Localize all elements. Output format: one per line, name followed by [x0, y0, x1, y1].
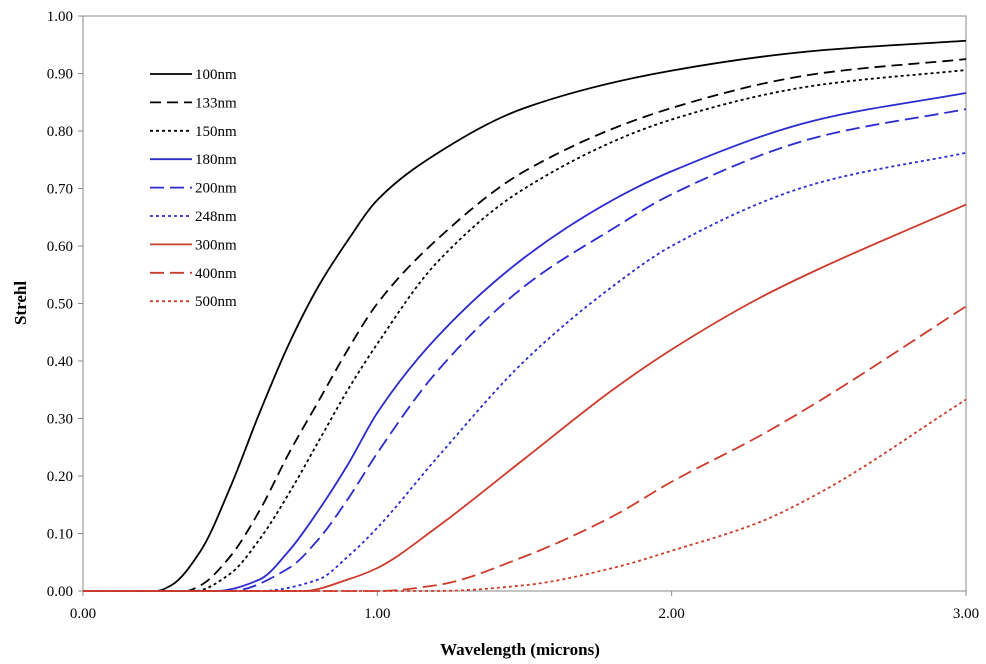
series-lines: [83, 39, 967, 592]
legend-label: 300nm: [195, 237, 237, 253]
y-tick-label: 0.40: [47, 354, 73, 370]
series-line-100nm: [83, 39, 967, 592]
series-line-180nm: [83, 92, 967, 592]
series-line-400nm: [83, 305, 967, 592]
y-tick-label: 0.50: [47, 297, 73, 313]
series-line-248nm: [83, 151, 967, 592]
series-line-133nm: [83, 58, 967, 592]
legend: 100nm 133nm 150nm 180nm 200nm 248nm 300nm 400nm…: [150, 67, 237, 310]
legend-label: 248nm: [195, 209, 237, 225]
y-tick-label: 0.60: [47, 239, 73, 255]
y-tick-label: 0.00: [47, 584, 73, 600]
legend-label: 100nm: [195, 67, 237, 83]
x-tick-label: 1.00: [364, 606, 390, 622]
series-line-200nm: [83, 108, 967, 592]
legend-label: 133nm: [195, 95, 237, 111]
y-tick-label: 0.20: [47, 469, 73, 485]
series-line-150nm: [83, 69, 967, 592]
series-line-500nm: [83, 398, 967, 592]
legend-label: 400nm: [195, 266, 237, 282]
legend-label: 200nm: [195, 181, 237, 197]
x-axis-title: Wavelength (microns): [440, 640, 600, 659]
legend-label: 500nm: [195, 294, 237, 310]
x-tick-label: 0.00: [70, 606, 96, 622]
y-tick-label: 0.30: [47, 412, 73, 428]
y-tick-label: 0.70: [47, 182, 73, 198]
y-tick-label: 0.80: [47, 124, 73, 140]
legend-label: 150nm: [195, 124, 237, 140]
x-tick-label: 2.00: [659, 606, 685, 622]
y-axis-title: Strehl: [11, 281, 30, 325]
y-tick-label: 1.00: [47, 9, 73, 25]
y-tick-label: 0.90: [47, 67, 73, 83]
x-tick-label: 3.00: [953, 606, 979, 622]
x-axis-ticks: 0.00 1.00 2.00 3.00: [70, 591, 979, 622]
series-line-300nm: [83, 203, 967, 592]
y-axis-ticks: 0.00 0.10 0.20 0.30 0.40 0.50 0.60 0.70 0.80 0.90…: [47, 9, 83, 600]
legend-label: 180nm: [195, 152, 237, 168]
y-tick-label: 0.10: [47, 527, 73, 543]
